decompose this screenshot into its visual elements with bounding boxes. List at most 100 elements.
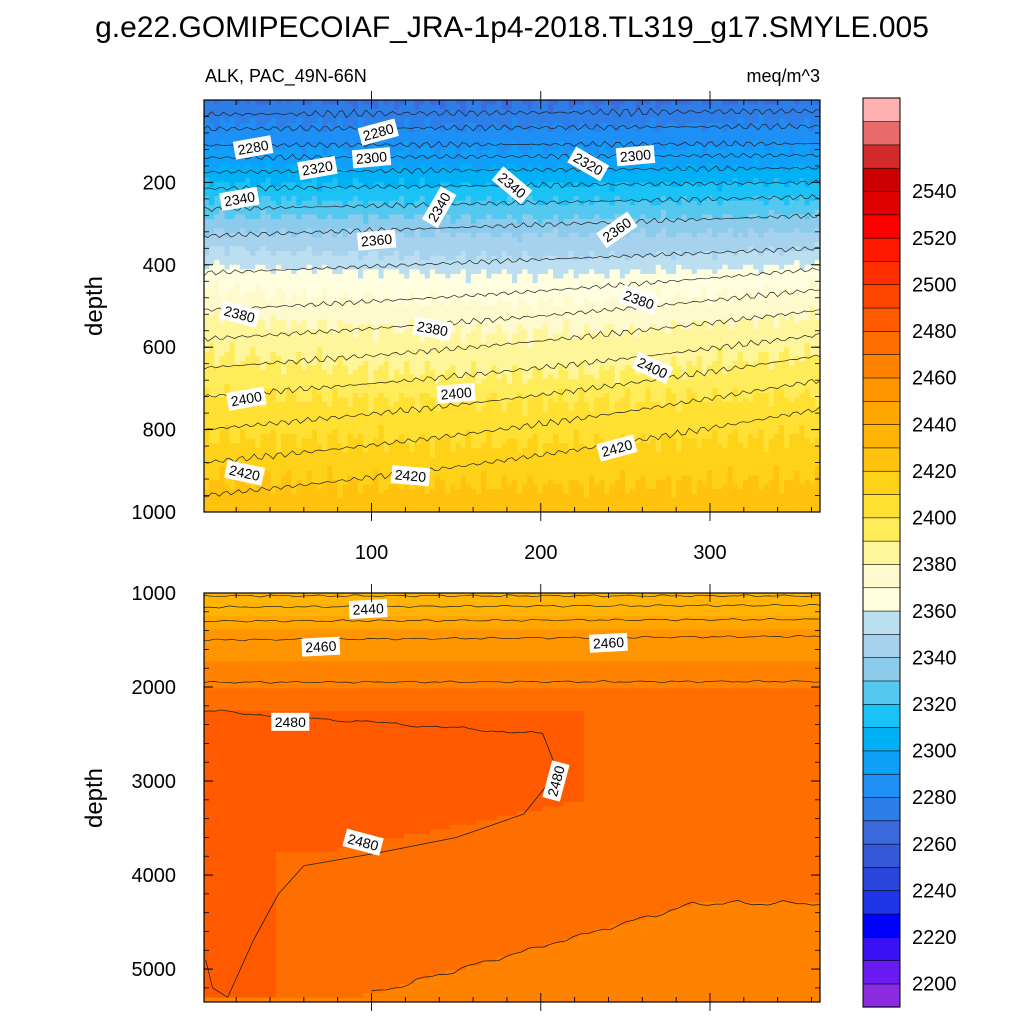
contour-line — [204, 309, 820, 370]
y-tick-label: 800 — [143, 420, 176, 442]
contour-label-text: 2420 — [228, 462, 262, 484]
colorbar-swatch — [862, 983, 901, 1008]
colorbar-swatch — [862, 493, 901, 519]
colorbar-swatch — [862, 563, 901, 589]
colorbar-swatch — [862, 866, 901, 892]
colorbar-swatch — [862, 424, 901, 449]
colorbar-swatch — [862, 97, 901, 122]
contour-label-text: 2320 — [301, 157, 335, 178]
colorbar-swatch — [862, 960, 901, 985]
contour-line — [204, 333, 820, 398]
colorbar-swatch — [862, 680, 901, 705]
contour-label-text: 2420 — [394, 466, 427, 485]
x-tick-label: 100 — [355, 542, 388, 564]
contour-label-text: 2360 — [360, 231, 393, 250]
y-tick-label: 2000 — [132, 677, 177, 699]
colorbar-label: 2420 — [912, 461, 957, 483]
colorbar-swatch — [862, 167, 901, 192]
colorbar-swatch — [862, 657, 901, 682]
colorbar-swatch — [862, 890, 901, 915]
colorbar-swatch — [862, 703, 901, 728]
contour-label-text: 2400 — [440, 384, 473, 403]
colorbar-label: 2480 — [912, 321, 957, 343]
colorbar-label: 2500 — [912, 274, 957, 296]
y-tick-label: 4000 — [132, 865, 177, 887]
lower-depth-panel: 2440 2460 2460 2480 2480 2480 1000 2000 3000 400… — [81, 583, 821, 1011]
contour-label-text: 2300 — [619, 146, 652, 165]
contour-label: 2280 — [357, 118, 399, 146]
colorbar-swatch — [862, 144, 901, 169]
contour-line — [204, 152, 820, 161]
contour-label-text: 2460 — [305, 638, 337, 656]
contour-label-text: 2380 — [416, 318, 450, 339]
y-tick-label: 3000 — [132, 771, 177, 793]
y-tick-label: 200 — [143, 172, 176, 194]
y-tick-label: 1000 — [132, 583, 177, 605]
colorbar-swatch — [862, 750, 901, 775]
right-subtitle: meq/m^3 — [747, 66, 820, 86]
colorbar-label: 2400 — [912, 508, 957, 530]
colorbar: 2200 2220 2240 2260 2280 2300 2320 2340 2360 2380… — [862, 97, 957, 1008]
colorbar-label: 2360 — [912, 601, 957, 623]
contour-line — [204, 406, 820, 498]
y-tick-label: 400 — [143, 255, 176, 277]
contour-label: 2340 — [219, 186, 260, 212]
contour-label: 2360 — [356, 229, 397, 251]
contour-line — [204, 289, 820, 342]
contour-label: 2460 — [301, 636, 341, 657]
figure-title: g.e22.GOMIPECOIAF_JRA-1p4-2018.TL319_g17… — [95, 11, 929, 44]
contour-line — [204, 107, 820, 119]
y-tick-label: 1000 — [132, 502, 177, 524]
colorbar-swatch — [862, 400, 901, 425]
colorbar-swatch — [862, 913, 901, 938]
x-tick-label: 300 — [693, 542, 726, 564]
colorbar-label: 2300 — [912, 741, 957, 763]
colorbar-swatch — [862, 796, 901, 822]
colorbar-label: 2520 — [912, 228, 957, 250]
contour-label: 2400 — [226, 386, 267, 411]
lower-y-axis-label: depth — [81, 768, 108, 828]
contour-label-text: 2300 — [355, 148, 388, 167]
colorbar-swatch — [862, 470, 901, 495]
upper-plot-frame — [203, 99, 821, 513]
colorbar-label: 2380 — [912, 554, 957, 576]
colorbar-swatch — [862, 121, 901, 146]
colorbar-swatch — [862, 843, 901, 868]
colorbar-swatch — [862, 377, 901, 402]
colorbar-label: 2540 — [912, 181, 957, 203]
contour-line — [204, 604, 820, 609]
contour-label: 2480 — [342, 828, 384, 856]
contour-label: 2400 — [436, 382, 476, 404]
colorbar-label: 2240 — [912, 880, 957, 902]
colorbar-swatch — [862, 260, 901, 286]
contour-label: 2300 — [351, 147, 392, 169]
contour-label-text: 2480 — [346, 830, 380, 854]
colorbar-swatch — [862, 190, 901, 216]
contour-label: 2440 — [348, 599, 388, 619]
contour-line — [204, 246, 820, 276]
contour-label: 2420 — [224, 460, 266, 486]
contour-label: 2480 — [271, 712, 310, 731]
y-tick-label: 5000 — [132, 959, 177, 981]
colorbar-swatch — [862, 773, 901, 798]
y-tick-label: 600 — [143, 337, 176, 359]
contour-line — [204, 194, 820, 212]
colorbar-swatch — [862, 610, 901, 635]
contour-line — [204, 212, 820, 239]
colorbar-swatch — [862, 633, 901, 658]
colorbar-swatch — [862, 237, 901, 262]
contour-line — [204, 618, 820, 623]
contour-line — [204, 123, 820, 132]
contour-label: 2380 — [412, 316, 453, 341]
contour-label: 2300 — [615, 144, 656, 167]
colorbar-swatch — [862, 820, 901, 845]
colorbar-label: 2320 — [912, 694, 957, 716]
colorbar-label: 2460 — [912, 368, 957, 390]
colorbar-label: 2260 — [912, 834, 957, 856]
colorbar-swatch — [862, 517, 901, 542]
contour-line — [371, 899, 820, 992]
colorbar-label: 2200 — [912, 974, 957, 996]
contour-label-text: 2280 — [236, 137, 270, 158]
